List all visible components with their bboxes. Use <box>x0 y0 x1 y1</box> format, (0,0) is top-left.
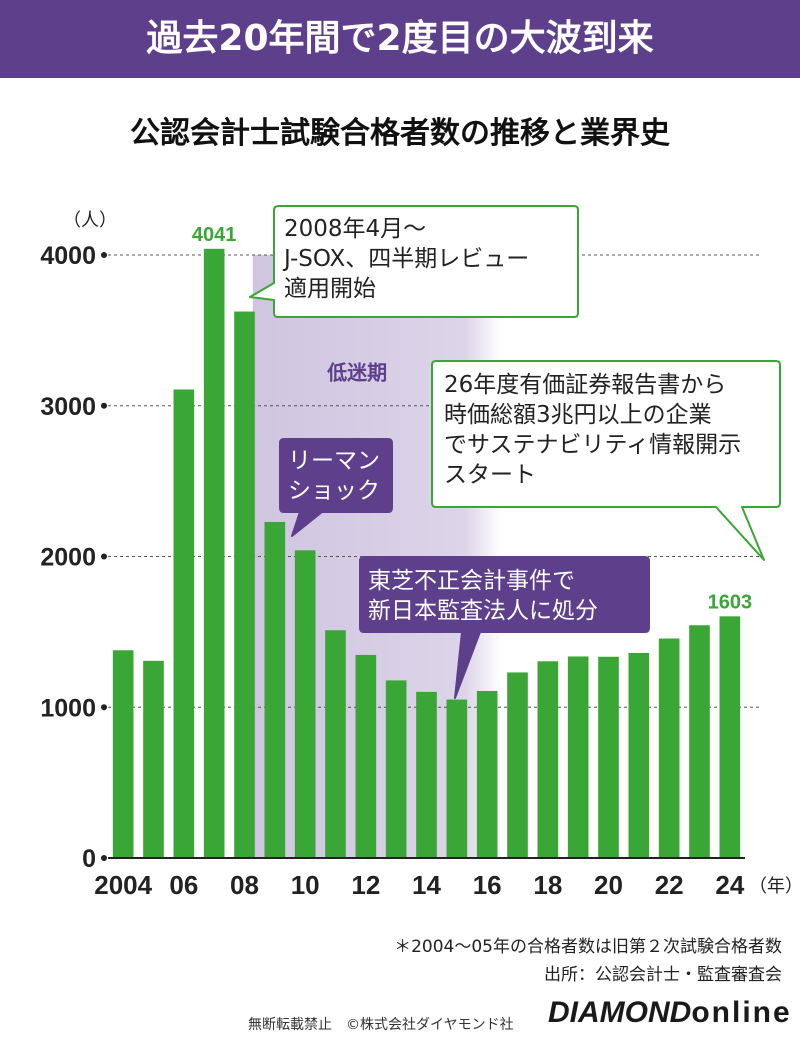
bar-2006 <box>173 389 195 858</box>
bar-chart: 低迷期 0 1000 2000 3000 4000 （人） 2004 06 08 10 12 14 16 1… <box>40 205 800 900</box>
y-axis-unit: （人） <box>63 210 117 231</box>
callout-sustainability-line4: スタート <box>444 462 536 488</box>
x-tick-label-2004: 2004 <box>94 870 152 900</box>
bar-2015 <box>446 699 468 858</box>
bar-2004 <box>112 650 134 858</box>
bar-2024 <box>719 616 741 858</box>
bar-2019 <box>567 656 589 858</box>
bar-2014 <box>416 691 437 858</box>
bar-2012 <box>355 654 377 858</box>
y-tick-label-0: 0 <box>82 845 96 873</box>
bar-2013 <box>385 680 407 858</box>
data-label-2007: 4041 <box>192 224 237 246</box>
y-tick-dot-0 <box>101 855 107 861</box>
y-tick-label-2000: 2000 <box>40 544 96 572</box>
brand-main: DIAMOND <box>548 996 692 1029</box>
x-tick-label-12: 12 <box>351 870 380 900</box>
bar-2005 <box>143 660 164 858</box>
callout-jsox-box <box>249 205 579 318</box>
source-note: 出所：公認会計士・監査審査会 <box>544 965 782 985</box>
bar-2020 <box>598 656 619 858</box>
callout-sustainability-line1: 26年度有価証券報告書から <box>444 372 727 398</box>
bar-2010 <box>294 550 316 858</box>
y-tick-label-1000: 1000 <box>40 694 96 722</box>
brand-logo: DIAMONDonline <box>548 996 792 1030</box>
x-tick-label-14: 14 <box>412 870 441 900</box>
brand-sub: online <box>691 996 792 1029</box>
copyright-notice: 無断転載禁止 ©株式会社ダイヤモンド社 <box>248 1017 514 1033</box>
banner-title: 過去20年間で2度目の大波到来 <box>146 18 654 59</box>
callout-toshiba-line1: 東芝不正会計事件で <box>368 568 575 594</box>
callout-lehman-line2: ショック <box>288 478 380 504</box>
bar-2009 <box>264 521 286 858</box>
callout-jsox-line1: 2008年4月～ <box>284 216 427 242</box>
callout-jsox: 2008年4月～ J-SOX、四半期レビュー 適用開始 <box>284 214 529 304</box>
y-tick-dot-3000 <box>101 402 107 409</box>
x-tick-label-18: 18 <box>533 870 562 900</box>
bar-2022 <box>658 638 680 858</box>
callout-toshiba-line2: 新日本監査法人に処分 <box>368 598 598 624</box>
title-banner <box>0 0 800 78</box>
bar-2007 <box>203 248 225 859</box>
y-tick-dot-1000 <box>101 704 107 711</box>
bar-2011 <box>325 630 346 858</box>
y-tick-label-3000: 3000 <box>40 393 96 421</box>
data-label-2024: 1603 <box>708 591 753 613</box>
y-tick-label-4000: 4000 <box>40 242 96 270</box>
bar-2016 <box>476 690 498 858</box>
x-axis-unit: （年） <box>749 876 800 897</box>
footnote-old-exam: ＊2004～05年の合格者数は旧第２次試験合格者数 <box>394 937 782 957</box>
bar-2021 <box>628 652 650 858</box>
bar-2017 <box>507 672 528 858</box>
callout-toshiba-box <box>359 556 650 699</box>
bar-2023 <box>689 625 710 858</box>
callout-toshiba: 東芝不正会計事件で 新日本監査法人に処分 <box>368 566 598 626</box>
y-tick-dot-2000 <box>101 553 107 560</box>
callout-lehman: リーマン ショック <box>288 446 380 506</box>
x-tick-label-08: 08 <box>230 870 259 900</box>
x-tick-label-20: 20 <box>594 870 623 900</box>
bar-2008 <box>234 311 255 858</box>
callout-sustainability-line3: でサステナビリティ情報開示 <box>444 432 742 458</box>
y-tick-dot-4000 <box>101 252 107 258</box>
callout-jsox-line3: 適用開始 <box>284 276 376 302</box>
chart-subtitle: 公認会計士試験合格者数の推移と業界史 <box>130 116 670 151</box>
callout-sustainability-box <box>431 360 781 561</box>
x-tick-label-16: 16 <box>473 870 502 900</box>
callout-sustainability-line2: 時価総額3兆円以上の企業 <box>444 402 712 428</box>
x-tick-label-10: 10 <box>291 870 320 900</box>
callout-sustainability: 26年度有価証券報告書から 時価総額3兆円以上の企業 でサステナビリティ情報開示… <box>444 370 741 490</box>
bar-2018 <box>537 661 559 858</box>
callout-lehman-box <box>279 438 393 537</box>
x-tick-label-06: 06 <box>169 870 198 900</box>
callout-lehman-line1: リーマン <box>288 448 380 474</box>
x-tick-label-24: 24 <box>715 870 744 900</box>
x-tick-label-22: 22 <box>655 870 684 900</box>
low-period-label: 低迷期 <box>326 361 387 385</box>
callout-jsox-line2: J-SOX、四半期レビュー <box>284 246 530 272</box>
